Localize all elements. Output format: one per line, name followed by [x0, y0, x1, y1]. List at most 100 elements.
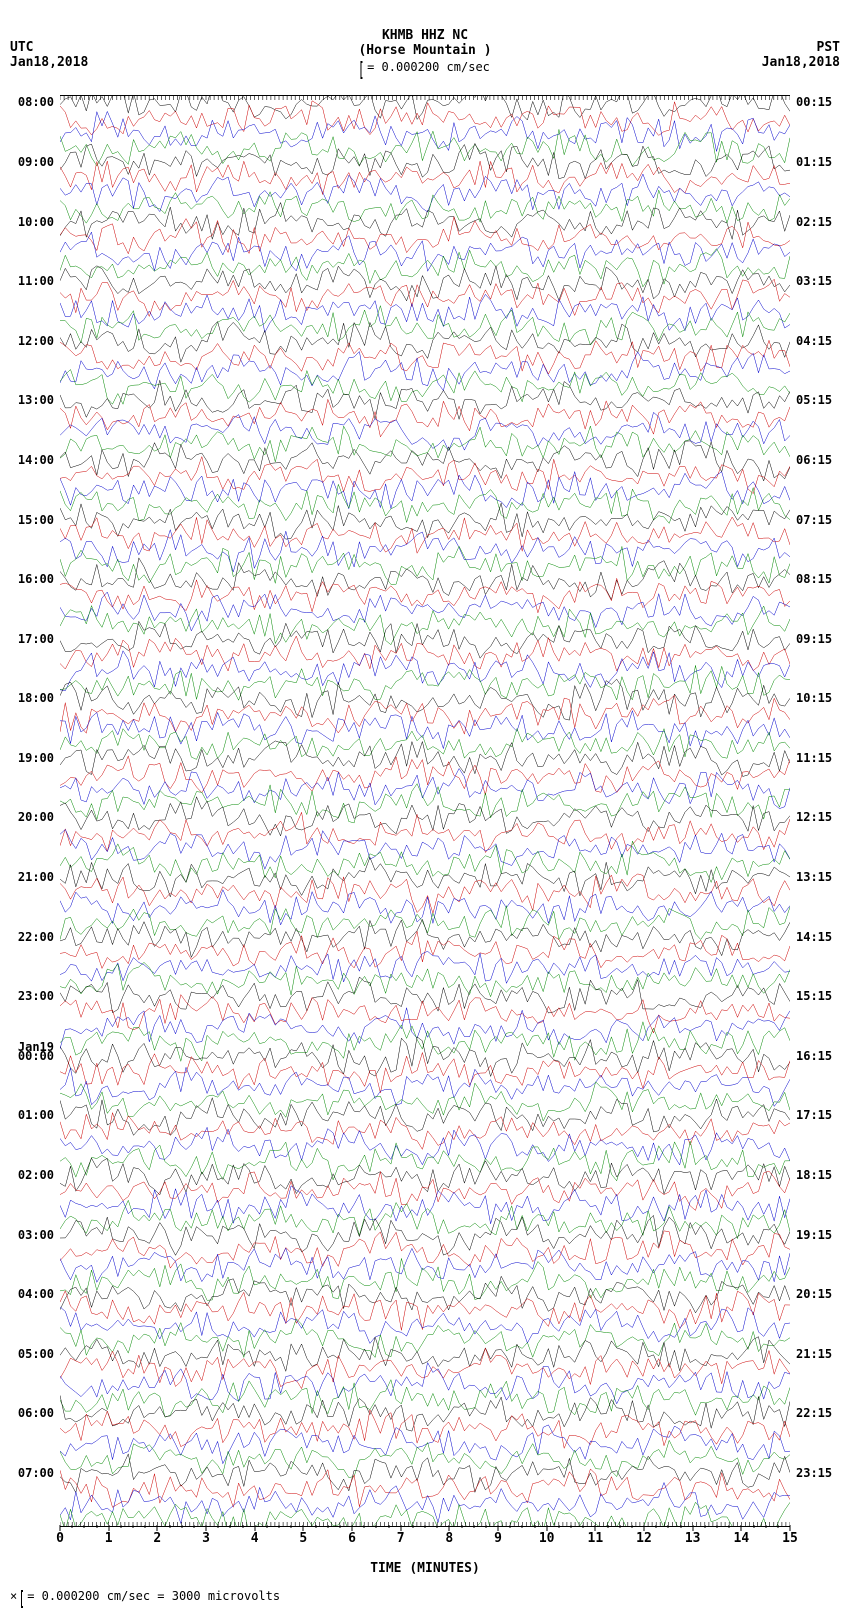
trace-line: [60, 621, 790, 658]
station-line2: (Horse Mountain ): [358, 43, 491, 58]
trace-line: [60, 203, 790, 240]
x-minor-tick: [266, 1525, 267, 1528]
x-minor-tick: [680, 1525, 681, 1528]
y-left-label: 01:00: [18, 1108, 54, 1122]
trace-line: [60, 340, 790, 374]
x-minor-tick: [729, 1525, 730, 1528]
y-right-label: 11:15: [796, 751, 832, 765]
y-left-label: 23:00: [18, 989, 54, 1003]
y-right-label: 00:15: [796, 95, 832, 109]
y-left-label: 14:00: [18, 453, 54, 467]
trace-line: [60, 857, 790, 897]
trace-line: [60, 1380, 790, 1418]
x-tick-label: 5: [299, 1531, 307, 1546]
trace-line: [60, 729, 790, 760]
y-right-label: 07:15: [796, 513, 832, 527]
x-minor-tick: [339, 1525, 340, 1528]
tz-right-date: Jan18,2018: [762, 55, 840, 70]
trace-line: [60, 1082, 790, 1121]
y-left-label: 00:00: [18, 1049, 54, 1063]
helicorder-container: UTC Jan18,2018 KHMB HHZ NC (Horse Mounta…: [0, 0, 850, 1613]
x-tick-label: 2: [153, 1531, 161, 1546]
x-minor-tick: [412, 1525, 413, 1528]
x-tick-label: 8: [445, 1531, 453, 1546]
y-left-label: 21:00: [18, 870, 54, 884]
trace-line: [60, 1098, 790, 1136]
trace-line: [60, 951, 790, 983]
plot-area: [60, 95, 790, 1527]
trace-line: [60, 962, 790, 996]
y-right-label: 15:15: [796, 989, 832, 1003]
trace-line: [60, 503, 790, 539]
tz-right-label: PST: [762, 40, 840, 55]
y-axis-left: 08:0009:0010:0011:0012:0013:0014:0015:00…: [0, 95, 58, 1525]
y-left-label: 03:00: [18, 1228, 54, 1242]
x-tick-label: 12: [636, 1531, 652, 1546]
x-minor-tick: [169, 1525, 170, 1528]
tz-right-block: PST Jan18,2018: [762, 40, 840, 70]
y-axis-right: 00:1501:1502:1503:1504:1505:1506:1507:15…: [792, 95, 850, 1525]
x-tick-label: 7: [397, 1531, 405, 1546]
footer-prefix-glyph: ×: [10, 1589, 17, 1603]
trace-line: [60, 578, 790, 613]
trace-line: [60, 399, 790, 437]
trace-line: [60, 352, 790, 391]
x-minor-tick: [656, 1525, 657, 1528]
trace-line: [60, 1454, 790, 1493]
x-tick-label: 10: [539, 1531, 555, 1546]
tz-left-date: Jan18,2018: [10, 55, 88, 70]
y-right-label: 23:15: [796, 1466, 832, 1480]
trace-line: [60, 380, 790, 419]
title-block: KHMB HHZ NC (Horse Mountain ) = 0.000200…: [358, 28, 491, 80]
x-minor-tick: [473, 1525, 474, 1528]
trace-line: [60, 995, 790, 1033]
scale-bar-icon: [360, 61, 362, 79]
trace-line: [60, 1200, 790, 1238]
trace-line: [60, 1440, 790, 1477]
x-minor-tick: [193, 1525, 194, 1528]
y-left-label: 04:00: [18, 1287, 54, 1301]
x-tick-label: 15: [782, 1531, 798, 1546]
y-right-label: 01:15: [796, 155, 832, 169]
y-right-label: 02:15: [796, 215, 832, 229]
trace-line: [60, 665, 790, 700]
trace-line: [60, 812, 790, 852]
y-left-label: 15:00: [18, 513, 54, 527]
x-minor-tick: [242, 1525, 243, 1528]
x-minor-tick: [230, 1525, 231, 1528]
trace-line: [60, 756, 790, 795]
x-tick-label: 6: [348, 1531, 356, 1546]
trace-line: [60, 651, 790, 691]
x-minor-tick: [364, 1525, 365, 1528]
x-minor-tick: [583, 1525, 584, 1528]
y-left-label: 19:00: [18, 751, 54, 765]
y-left-label: 06:00: [18, 1406, 54, 1420]
x-minor-tick: [668, 1525, 669, 1528]
trace-line: [60, 1425, 790, 1464]
x-minor-tick: [437, 1525, 438, 1528]
trace-line: [60, 906, 790, 940]
trace-line: [60, 1337, 790, 1372]
x-minor-tick: [315, 1525, 316, 1528]
y-left-label: 05:00: [18, 1347, 54, 1361]
x-minor-tick: [84, 1525, 85, 1528]
x-minor-tick: [376, 1525, 377, 1528]
trace-line: [60, 530, 790, 572]
trace-line: [60, 217, 790, 254]
trace-line: [60, 1215, 790, 1255]
x-minor-tick: [291, 1525, 292, 1528]
x-minor-tick: [522, 1525, 523, 1528]
x-tick-label: 4: [251, 1531, 259, 1546]
trace-line: [60, 1022, 790, 1062]
y-left-label: 02:00: [18, 1168, 54, 1182]
trace-line: [60, 1171, 790, 1210]
y-left-label: 13:00: [18, 393, 54, 407]
footer-scale: × = 0.000200 cm/sec = 3000 microvolts: [10, 1587, 280, 1605]
y-left-label: 07:00: [18, 1466, 54, 1480]
trace-line: [60, 129, 790, 166]
x-minor-tick: [181, 1525, 182, 1528]
x-axis: 0123456789101112131415 TIME (MINUTES): [60, 1525, 790, 1575]
x-ticks: 0123456789101112131415: [60, 1525, 790, 1537]
trace-line: [60, 143, 790, 178]
y-right-label: 04:15: [796, 334, 832, 348]
